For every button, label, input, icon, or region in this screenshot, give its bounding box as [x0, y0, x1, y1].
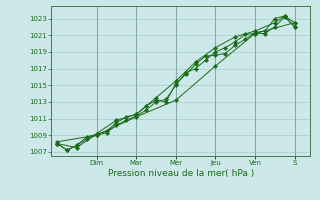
X-axis label: Pression niveau de la mer( hPa ): Pression niveau de la mer( hPa )	[108, 169, 254, 178]
